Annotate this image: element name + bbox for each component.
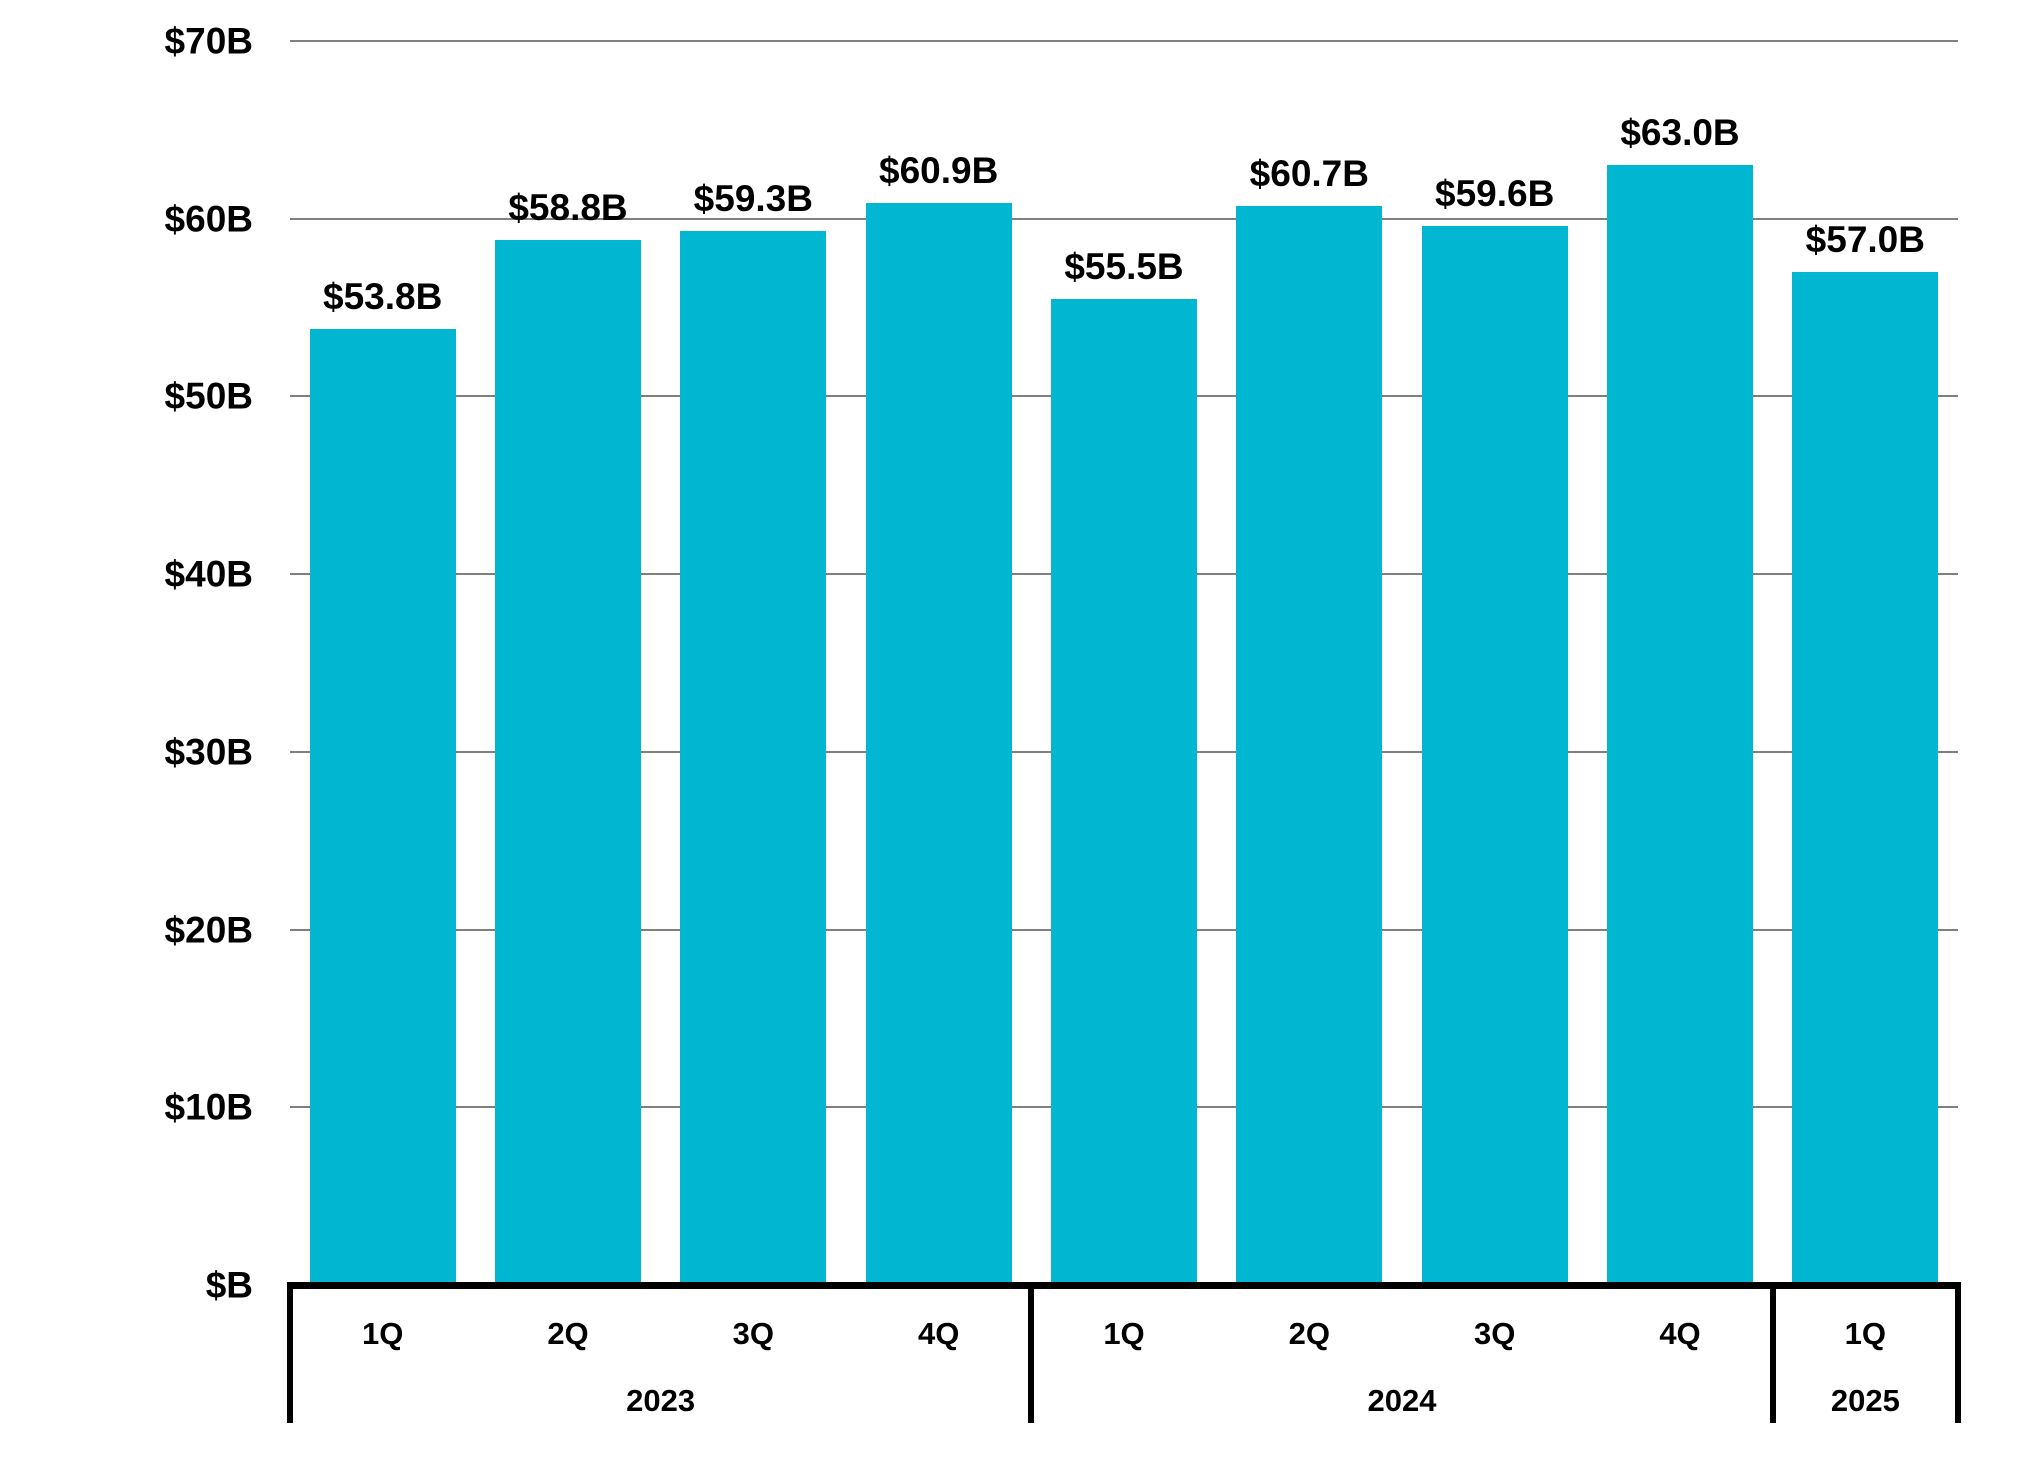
y-axis-tick-label: $10B <box>164 1086 253 1128</box>
y-axis-tick-label: $30B <box>164 731 253 773</box>
bar-value-label: $58.8B <box>508 187 628 229</box>
x-axis-group-border <box>287 1285 293 1423</box>
bar-value-label: $60.7B <box>1249 153 1369 195</box>
year-label-2025: 2025 <box>1830 1383 1900 1418</box>
x-axis-group-border <box>1028 1285 1035 1423</box>
quarter-label-4q-2023: 4Q <box>917 1316 960 1351</box>
y-axis-tick-label: $20B <box>164 909 253 951</box>
quarter-label-3q-2024: 3Q <box>1473 1316 1516 1351</box>
plot-area: $53.8B $58.8B $59.3B $60.9B $55.5B $60.7B $59.… <box>290 40 1958 1285</box>
bar-1q-2025 <box>1792 272 1939 1285</box>
year-label-2023: 2023 <box>626 1383 696 1418</box>
bar-4q-2024 <box>1607 165 1753 1285</box>
x-axis-line <box>287 1282 1961 1289</box>
bar-value-label: $63.0B <box>1620 112 1740 154</box>
x-axis-group-border <box>1769 1285 1776 1423</box>
bar-3q-2024 <box>1421 225 1568 1285</box>
quarter-label-1q-2024: 1Q <box>1103 1316 1145 1351</box>
gridline-70b <box>290 40 1958 42</box>
x-axis-group-border <box>1955 1285 1961 1423</box>
y-axis-tick-label: $50B <box>164 375 253 417</box>
quarter-label-1q-2025: 1Q <box>1844 1316 1887 1351</box>
bar-value-label: $59.6B <box>1435 172 1555 214</box>
y-axis-tick-label: $B <box>205 1264 253 1306</box>
quarter-label-2q-2023: 2Q <box>547 1316 589 1351</box>
quarter-label-2q-2024: 2Q <box>1288 1316 1331 1351</box>
bar-value-label: $55.5B <box>1064 245 1184 287</box>
bar-1q-2023 <box>309 328 456 1285</box>
bar-value-label: $60.9B <box>879 149 999 191</box>
bar-value-label: $57.0B <box>1805 219 1925 261</box>
quarter-label-1q-2023: 1Q <box>361 1316 404 1351</box>
bar-4q-2023 <box>865 202 1012 1285</box>
y-axis-tick-label: $60B <box>164 198 253 240</box>
y-axis-tick-label: $40B <box>164 553 253 595</box>
bar-1q-2024 <box>1051 298 1197 1285</box>
year-label-2024: 2024 <box>1367 1383 1437 1418</box>
gridline-60b <box>290 217 1958 220</box>
bar-value-label: $53.8B <box>323 275 443 317</box>
y-axis-tick-label: $70B <box>164 20 253 62</box>
quarter-label-4q-2024: 4Q <box>1659 1316 1701 1351</box>
bar-2q-2024 <box>1236 206 1383 1285</box>
bar-3q-2023 <box>680 231 827 1285</box>
quarter-label-3q-2023: 3Q <box>732 1316 775 1351</box>
bar-value-label: $59.3B <box>693 178 813 220</box>
bar-2q-2023 <box>495 240 641 1285</box>
